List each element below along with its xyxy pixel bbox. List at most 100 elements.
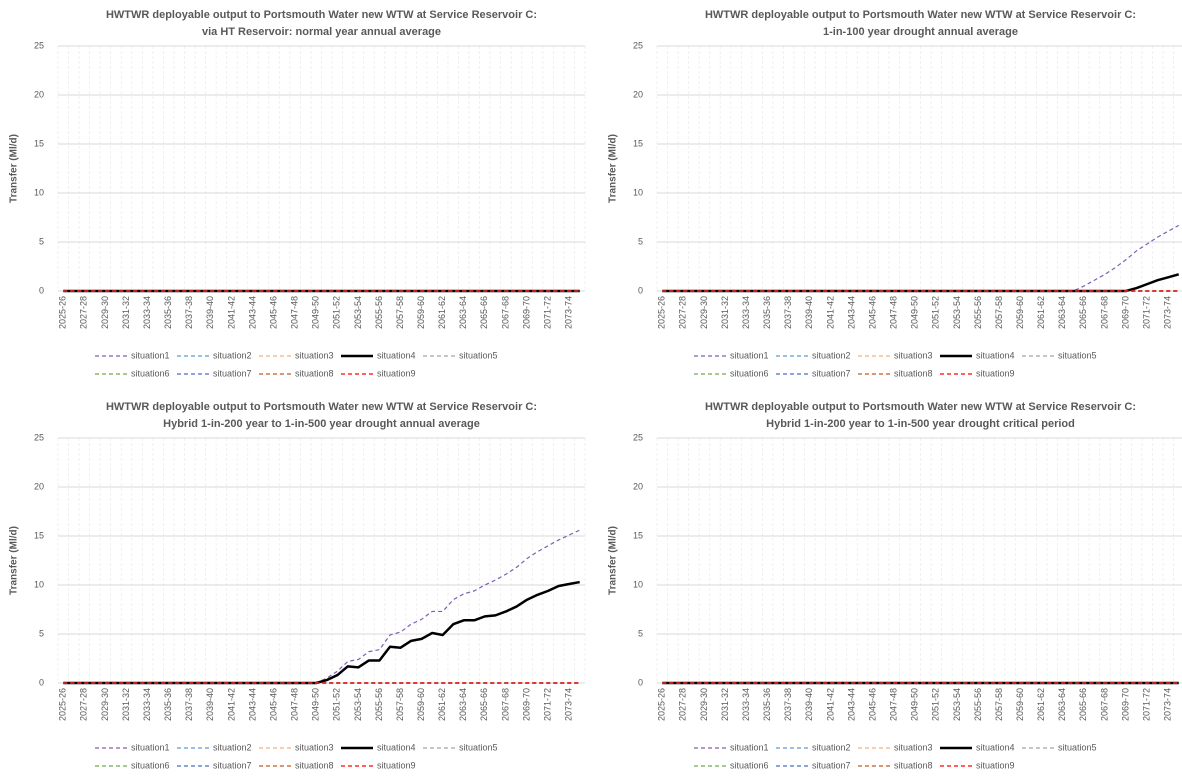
- legend-label: situation3: [894, 742, 933, 752]
- x-tick-label: 2045-46: [268, 296, 278, 329]
- x-tick-label: 2071-72: [1141, 296, 1151, 329]
- x-tick-label: 2059-60: [416, 688, 426, 721]
- x-tick-label: 2061-62: [1036, 296, 1046, 329]
- y-tick-label: 15: [34, 530, 44, 540]
- x-tick-label: 2057-58: [395, 688, 405, 721]
- x-tick-label: 2057-58: [395, 296, 405, 329]
- legend-label: situation9: [976, 760, 1015, 770]
- x-tick-label: 2061-62: [1036, 688, 1046, 721]
- x-tick-label: 2073-74: [1163, 296, 1173, 329]
- x-tick-label: 2071-72: [542, 688, 552, 721]
- x-tick-label: 2029-30: [699, 296, 709, 329]
- x-tick-label: 2071-72: [1141, 688, 1151, 721]
- chart-title: HWTWR deployable output to Portsmouth Wa…: [106, 401, 537, 413]
- legend-label: situation9: [377, 760, 416, 770]
- x-tick-label: 2039-40: [205, 688, 215, 721]
- legend-label: situation5: [459, 742, 498, 752]
- legend-label: situation2: [812, 350, 851, 360]
- legend-label: situation3: [295, 742, 334, 752]
- x-tick-label: 2065-66: [479, 296, 489, 329]
- x-tick-label: 2043-44: [846, 296, 856, 329]
- x-tick-label: 2069-70: [1120, 688, 1130, 721]
- x-tick-label: 2031-32: [720, 688, 730, 721]
- x-tick-label: 2047-48: [889, 296, 899, 329]
- y-axis-label: Transfer (Ml/d): [608, 134, 619, 203]
- legend-label: situation7: [812, 368, 851, 378]
- x-tick-label: 2033-34: [741, 688, 751, 721]
- x-tick-label: 2041-42: [226, 688, 236, 721]
- x-tick-label: 2029-30: [699, 688, 709, 721]
- legend-label: situation4: [976, 350, 1015, 360]
- legend-label: situation2: [812, 742, 851, 752]
- x-tick-label: 2049-50: [910, 296, 920, 329]
- chart-title: HWTWR deployable output to Portsmouth Wa…: [705, 401, 1136, 413]
- panel: HWTWR deployable output to Portsmouth Wa…: [608, 401, 1182, 770]
- y-tick-label: 25: [633, 40, 643, 50]
- x-tick-label: 2053-54: [353, 296, 363, 329]
- x-tick-label: 2039-40: [205, 296, 215, 329]
- legend-label: situation6: [730, 368, 769, 378]
- y-tick-label: 10: [633, 579, 643, 589]
- y-tick-label: 20: [633, 481, 643, 491]
- x-tick-label: 2029-30: [100, 688, 110, 721]
- x-tick-label: 2069-70: [521, 688, 531, 721]
- chart-subtitle: Hybrid 1-in-200 year to 1-in-500 year dr…: [766, 418, 1075, 430]
- legend-label: situation8: [894, 760, 933, 770]
- x-tick-label: 2067-68: [500, 296, 510, 329]
- y-tick-label: 20: [34, 89, 44, 99]
- x-tick-label: 2025-26: [58, 688, 68, 721]
- legend-label: situation7: [213, 760, 252, 770]
- chart-subtitle: Hybrid 1-in-200 year to 1-in-500 year dr…: [163, 418, 480, 430]
- panel: HWTWR deployable output to Portsmouth Wa…: [9, 9, 586, 378]
- legend-label: situation8: [894, 368, 933, 378]
- x-tick-label: 2037-38: [184, 688, 194, 721]
- x-tick-label: 2059-60: [1015, 296, 1025, 329]
- x-tick-label: 2065-66: [479, 688, 489, 721]
- legend-label: situation3: [295, 350, 334, 360]
- x-tick-label: 2041-42: [825, 296, 835, 329]
- legend-label: situation1: [730, 350, 769, 360]
- x-tick-label: 2037-38: [783, 296, 793, 329]
- x-tick-label: 2053-54: [952, 296, 962, 329]
- x-tick-label: 2025-26: [657, 688, 667, 721]
- x-tick-label: 2063-64: [458, 296, 468, 329]
- chart-title: HWTWR deployable output to Portsmouth Wa…: [705, 9, 1136, 21]
- x-tick-label: 2043-44: [247, 688, 257, 721]
- x-tick-label: 2053-54: [952, 688, 962, 721]
- legend-label: situation5: [1058, 350, 1097, 360]
- x-tick-label: 2035-36: [762, 296, 772, 329]
- x-tick-label: 2041-42: [226, 296, 236, 329]
- x-tick-label: 2063-64: [458, 688, 468, 721]
- y-tick-label: 15: [633, 530, 643, 540]
- x-tick-label: 2043-44: [846, 688, 856, 721]
- legend-label: situation1: [131, 350, 170, 360]
- legend-label: situation7: [213, 368, 252, 378]
- x-tick-label: 2033-34: [142, 688, 152, 721]
- x-tick-label: 2037-38: [783, 688, 793, 721]
- x-tick-label: 2045-46: [867, 296, 877, 329]
- chart-title: HWTWR deployable output to Portsmouth Wa…: [106, 9, 537, 21]
- x-tick-label: 2029-30: [100, 296, 110, 329]
- y-tick-label: 25: [34, 432, 44, 442]
- y-axis-label: Transfer (Ml/d): [9, 134, 20, 203]
- y-tick-label: 10: [34, 579, 44, 589]
- x-tick-label: 2055-56: [374, 688, 384, 721]
- x-tick-label: 2035-36: [163, 296, 173, 329]
- x-tick-label: 2053-54: [353, 688, 363, 721]
- legend-label: situation9: [976, 368, 1015, 378]
- legend-label: situation4: [976, 742, 1015, 752]
- panel: HWTWR deployable output to Portsmouth Wa…: [608, 9, 1182, 378]
- x-tick-label: 2065-66: [1078, 688, 1088, 721]
- y-tick-label: 0: [39, 285, 44, 295]
- x-tick-label: 2047-48: [889, 688, 899, 721]
- x-tick-label: 2051-52: [332, 688, 342, 721]
- x-tick-label: 2027-28: [678, 296, 688, 329]
- x-tick-label: 2051-52: [332, 296, 342, 329]
- legend-label: situation5: [1058, 742, 1097, 752]
- legend-label: situation8: [295, 760, 334, 770]
- x-tick-label: 2033-34: [142, 296, 152, 329]
- x-tick-label: 2071-72: [542, 296, 552, 329]
- x-tick-label: 2063-64: [1057, 296, 1067, 329]
- x-tick-label: 2055-56: [374, 296, 384, 329]
